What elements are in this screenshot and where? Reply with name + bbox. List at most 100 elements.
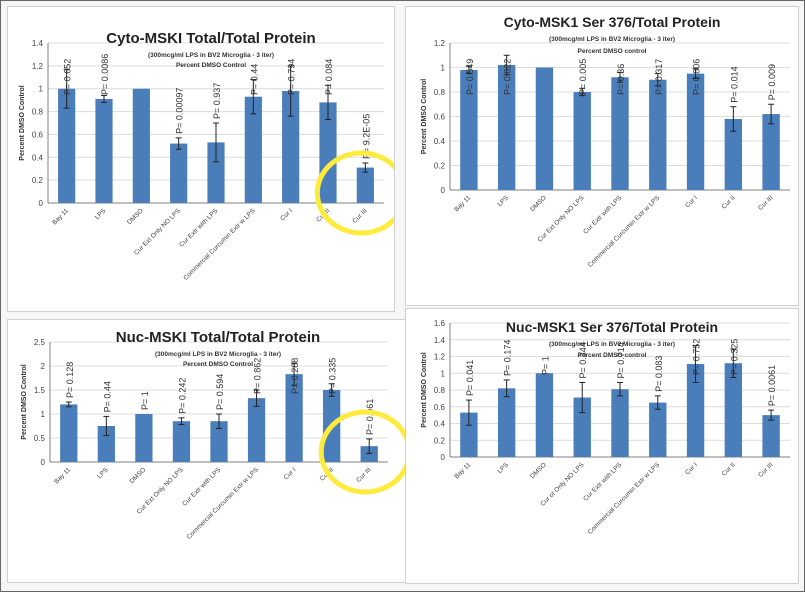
- p-value-label: P= 0.0086: [100, 54, 110, 95]
- bar: [686, 364, 705, 457]
- x-tick-label: LPS: [496, 194, 510, 208]
- p-value-label: P= 0.014: [729, 66, 739, 102]
- y-axis-label: Percent DMSO Control: [421, 79, 428, 155]
- p-value-label: P= 0.344: [578, 342, 588, 378]
- chart-subtitle-2: Percent DMSO control: [578, 48, 647, 55]
- y-tick-label: 1.4: [434, 336, 446, 345]
- y-tick-label: 0.6: [434, 403, 446, 412]
- y-tick-label: 0: [441, 453, 446, 462]
- y-tick-label: 1: [441, 64, 446, 73]
- chart-subtitle-2: Percent DMSO Control: [183, 361, 253, 368]
- y-tick-label: 2: [41, 362, 46, 371]
- x-tick-label: Bay 11: [453, 461, 472, 480]
- x-tick-label: Cur III: [351, 207, 369, 225]
- bar: [172, 421, 191, 462]
- y-tick-label: 0.4: [32, 153, 44, 162]
- x-tick-label: Cur ot Only NO LPS: [539, 461, 586, 508]
- y-tick-label: 1.2: [434, 353, 446, 362]
- bar: [207, 142, 225, 203]
- bar: [360, 446, 378, 462]
- p-value-label: P= 0.937: [212, 83, 222, 119]
- bar: [724, 118, 743, 190]
- bar: [210, 421, 228, 462]
- chart-title: Nuc-MSKI Total/Total Protein: [116, 329, 320, 346]
- x-tick-label: Bay 11: [51, 207, 70, 226]
- bar: [762, 415, 780, 457]
- x-tick-label: Cur II: [721, 194, 737, 210]
- y-tick-label: 0: [39, 199, 44, 208]
- x-tick-label: Commercial Curcumin Extr w LPS: [186, 466, 261, 541]
- bar: [282, 91, 300, 203]
- y-tick-label: 1.2: [32, 62, 44, 71]
- bar: [649, 79, 667, 190]
- p-value-label: P= 0.794: [287, 59, 297, 95]
- bar: [649, 402, 667, 457]
- p-value-label: P= 0.714: [616, 342, 626, 378]
- bar: [724, 363, 743, 457]
- bar: [60, 404, 78, 462]
- x-tick-label: Bay 11: [53, 466, 72, 485]
- x-tick-label: DMSO: [529, 461, 548, 480]
- y-axis-label: Percent DMSO Control: [19, 85, 26, 161]
- p-value-label: P= 0.594: [215, 374, 225, 410]
- y-tick-label: 0.2: [434, 162, 446, 171]
- y-tick-label: 1.5: [34, 386, 46, 395]
- y-tick-label: 0.4: [434, 420, 446, 429]
- bar: [497, 65, 516, 190]
- y-tick-label: 0.4: [434, 137, 446, 146]
- highlight-circle: [318, 409, 408, 495]
- bar: [135, 414, 153, 462]
- bar: [58, 88, 76, 203]
- y-axis-label: Percent DMSO Control: [21, 364, 28, 440]
- chart-subtitle-2: Percent DMSO Control: [176, 62, 246, 69]
- x-tick-label: Cur I: [684, 461, 699, 476]
- y-tick-label: 0.6: [32, 130, 44, 139]
- chart-panel-nuc-mski-total: 0 0.5 1 1.5 2 2.5 Percent DMSO Control P= 0.128…: [7, 319, 409, 583]
- p-value-label: P= 1: [140, 391, 150, 410]
- chart-title: Cyto-MSKI Total/Total Protein: [106, 30, 315, 47]
- bar: [573, 397, 591, 457]
- bar: [97, 426, 115, 462]
- x-tick-label: Commercial Curcumin Extr w LPS: [587, 461, 662, 536]
- x-tick-label: Commercial Curcumin Extr w LPS: [587, 194, 662, 269]
- chart-title: Cyto-MSK1 Ser 376/Total Protein: [504, 14, 721, 30]
- bar: [319, 102, 337, 203]
- y-tick-label: 0: [441, 186, 446, 195]
- chart-subtitle: (300mcg/ml LPS in BV2 Microglia - 3 iter…: [549, 341, 675, 348]
- bar: [535, 373, 554, 457]
- x-tick-label: Cur Extr with LPS: [582, 194, 624, 236]
- chart-svg: 0 0.2 0.4 0.6 0.8 1 1.2 1.4 1.6 Percent DMSO Cont…: [421, 319, 790, 536]
- p-value-label: P= 0.128: [65, 362, 75, 398]
- chart-subtitle-2: Percent DMSO control: [578, 352, 647, 359]
- p-value-label: P= 0.005: [578, 59, 588, 95]
- chart-subtitle: (300mcg/ml LPS in BV2 Microglia - 3 iter…: [549, 36, 675, 43]
- y-tick-label: 0.8: [434, 386, 446, 395]
- x-tick-label: Cur I: [279, 207, 294, 222]
- bar: [170, 143, 188, 203]
- x-tick-label: LPS: [496, 461, 510, 475]
- bar: [95, 99, 113, 203]
- p-value-label: P= 0.061: [365, 399, 375, 435]
- p-value-label: P= 0.0061: [767, 365, 777, 406]
- p-value-label: P= 0.00097: [175, 88, 185, 134]
- chart-subtitle: (300mcg/ml LPS in BV2 Microglia - 3 iter…: [155, 351, 281, 358]
- chart-svg: 0 0.2 0.4 0.6 0.8 1 1.2 Percent DMSO Control P= …: [421, 14, 790, 269]
- x-tick-label: Cur Extr with LPS: [181, 466, 223, 508]
- bar: [460, 412, 478, 457]
- y-tick-label: 1.6: [434, 319, 446, 328]
- chart-svg: 0 0.2 0.4 0.6 0.8 1 1.2 1.4 Percent DMSO Control…: [19, 30, 394, 282]
- y-tick-label: 1: [41, 410, 46, 419]
- x-tick-label: Cur Extr with LPS: [582, 461, 624, 503]
- p-value-label: P= 0.36: [616, 64, 626, 95]
- y-tick-label: 1.2: [434, 39, 446, 48]
- bar: [686, 73, 705, 190]
- x-tick-label: Cur I: [283, 466, 298, 481]
- p-value-label: P= 0.652: [63, 59, 73, 95]
- x-tick-label: Cur III: [757, 194, 775, 212]
- bar: [611, 389, 629, 457]
- bar: [497, 388, 516, 457]
- bar: [535, 67, 554, 190]
- bar: [573, 92, 591, 190]
- p-value-label: P= 9.2E-05: [361, 114, 371, 159]
- y-tick-label: 0.8: [434, 88, 446, 97]
